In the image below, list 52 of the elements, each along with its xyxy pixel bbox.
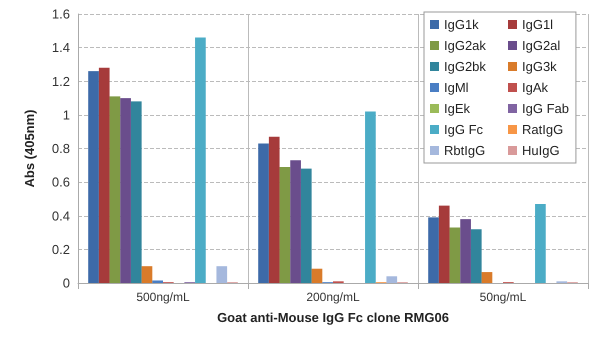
bar: [482, 272, 492, 283]
bar: [258, 143, 269, 283]
legend-label: IgG Fc: [444, 122, 484, 137]
bar: [88, 71, 99, 283]
y-tick-label: 0: [62, 276, 70, 290]
bar: [365, 112, 376, 283]
x-tick-label: 50ng/mL: [480, 290, 527, 304]
legend-label: IgMl: [444, 80, 469, 95]
bar: [152, 280, 163, 283]
x-tick-label: 200ng/mL: [306, 290, 360, 304]
legend-label: IgEk: [444, 101, 471, 116]
y-axis-title: Abs (405nm): [22, 109, 37, 188]
bar: [470, 229, 482, 283]
bar: [386, 276, 398, 283]
bar: [460, 219, 471, 283]
bar: [450, 228, 460, 283]
legend-label: RatIgG: [522, 122, 564, 137]
bar: [428, 217, 439, 283]
y-tick-label: 0.4: [52, 208, 70, 224]
bar: [312, 268, 322, 283]
y-tick-label: 1.4: [52, 40, 70, 56]
legend-label: IgG Fab: [522, 101, 569, 116]
legend-label: HuIgG: [522, 143, 560, 158]
bar: [142, 266, 152, 283]
bar: [290, 160, 301, 283]
legend-label: IgAk: [522, 80, 549, 95]
legend-label: IgG2al: [522, 38, 560, 53]
bar: [268, 136, 280, 283]
legend-label: IgG1k: [444, 17, 480, 32]
legend-label: IgG1l: [522, 17, 554, 32]
legend-label: RbtIgG: [444, 143, 486, 158]
bar: [280, 166, 290, 283]
bar: [535, 204, 546, 283]
y-tick-label: 0.6: [52, 174, 70, 190]
y-tick-label: 1: [62, 107, 70, 122]
legend-label: IgG2bk: [444, 59, 486, 74]
bar: [110, 96, 120, 283]
y-tick-label: 0.2: [52, 242, 70, 257]
y-tick-label: 1.2: [52, 74, 70, 89]
bar: [195, 38, 206, 283]
legend-label: IgG3k: [522, 59, 558, 74]
bar: [120, 98, 131, 283]
legend-label: IgG2ak: [444, 38, 486, 53]
bar: [130, 101, 142, 283]
bar: [216, 266, 228, 283]
y-tick-label: 0.8: [52, 141, 70, 156]
x-tick-label: 500ng/mL: [136, 290, 190, 304]
y-tick-label: 1.6: [52, 6, 70, 22]
bar: [300, 168, 312, 283]
bar: [98, 68, 110, 283]
bar: [438, 206, 450, 283]
x-axis-title: Goat anti-Mouse IgG Fc clone RMG06: [217, 310, 449, 325]
